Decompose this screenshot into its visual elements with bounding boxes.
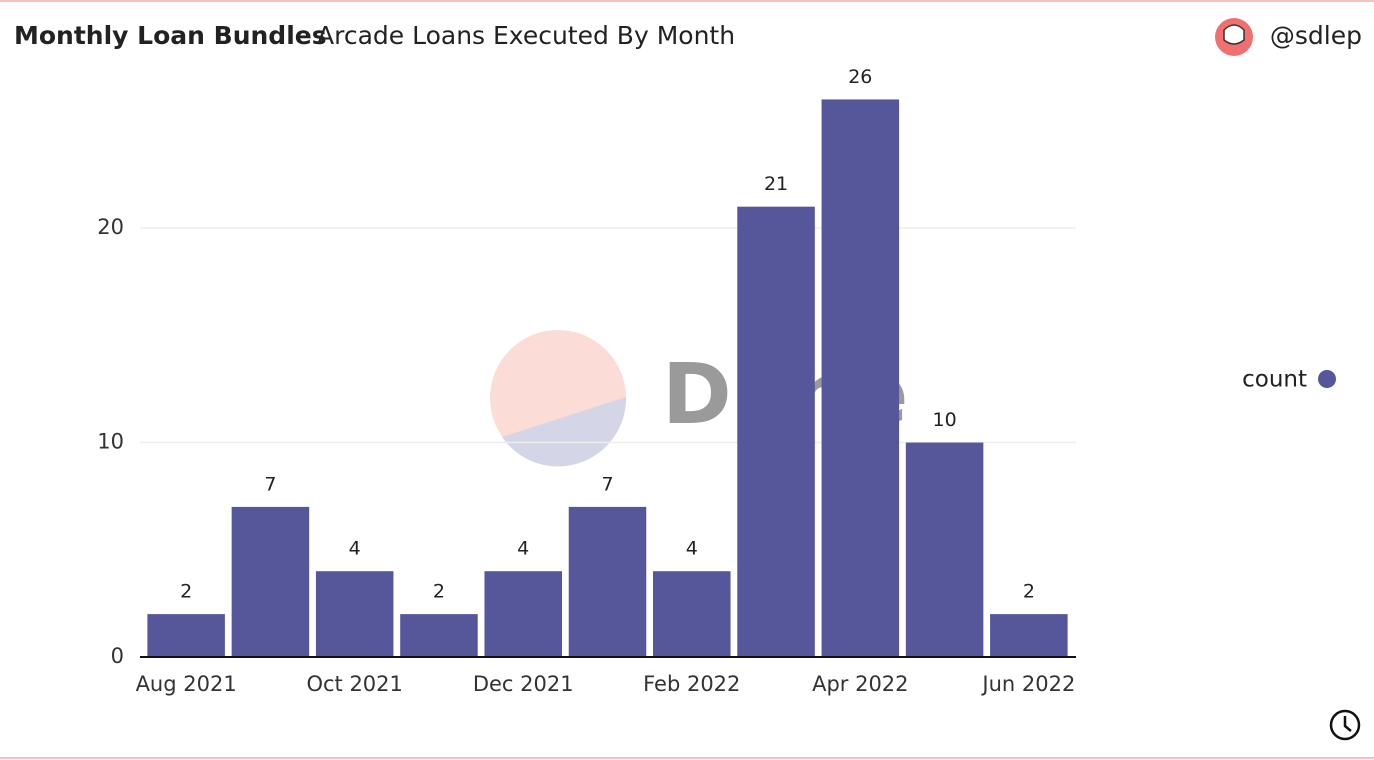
value-label: 4 — [517, 538, 529, 560]
bar — [147, 614, 225, 657]
bar — [400, 614, 478, 657]
chart-title: Monthly Loan Bundles — [14, 21, 327, 50]
bar — [905, 442, 984, 657]
value-label: 7 — [601, 473, 613, 495]
value-label: 4 — [686, 538, 698, 560]
value-label: 2 — [1023, 581, 1035, 603]
value-label: 2 — [433, 581, 445, 603]
x-tick-label: Feb 2022 — [643, 672, 740, 696]
legend-label: count — [1242, 367, 1307, 393]
legend-marker — [1318, 370, 1336, 388]
x-tick-label: Apr 2022 — [812, 672, 908, 696]
x-tick-label: Oct 2021 — [306, 672, 402, 696]
bar — [821, 99, 900, 657]
x-tick-label: Aug 2021 — [136, 672, 237, 696]
value-label: 21 — [764, 173, 788, 195]
author: @sdlep — [1270, 21, 1362, 50]
bar — [315, 571, 394, 657]
y-tick-label: 0 — [111, 644, 124, 668]
bar — [737, 206, 815, 657]
bar — [484, 571, 562, 657]
chart-subtitle: Arcade Loans Executed By Month — [317, 21, 735, 50]
bar — [231, 506, 310, 657]
x-tick-label: Jun 2022 — [980, 672, 1075, 696]
value-label: 7 — [264, 473, 276, 495]
bar — [568, 506, 647, 657]
clock-icon — [1329, 709, 1361, 741]
avatar-face — [1223, 24, 1245, 45]
bar — [990, 614, 1068, 657]
x-tick-label: Dec 2021 — [473, 672, 574, 696]
value-label: 26 — [848, 66, 872, 88]
bar — [653, 571, 731, 657]
y-tick-label: 10 — [97, 430, 124, 454]
value-label: 10 — [932, 409, 956, 431]
value-label: 4 — [349, 538, 361, 560]
y-tick-label: 20 — [97, 215, 124, 239]
value-label: 2 — [180, 581, 192, 603]
watermark-logo-part — [502, 397, 627, 467]
